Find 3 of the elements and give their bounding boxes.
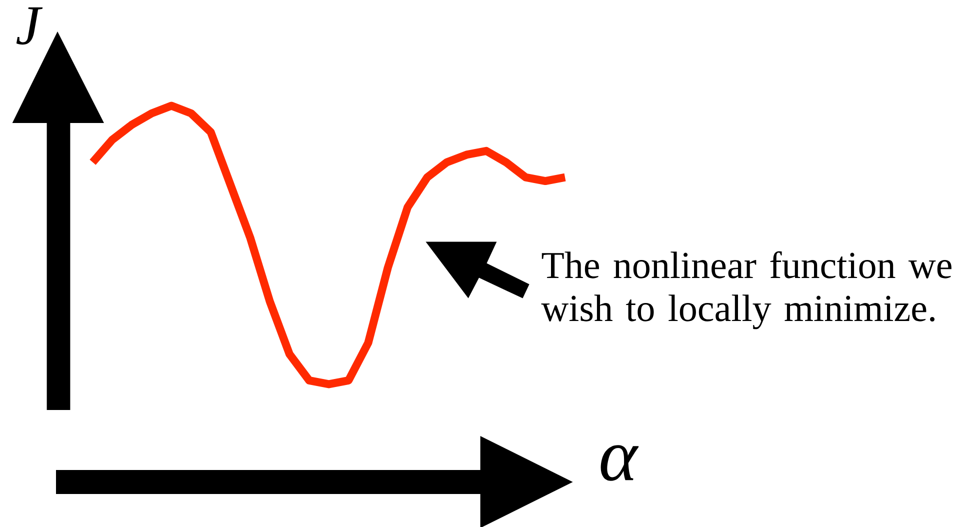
x-axis-title: α	[600, 445, 639, 481]
y-axis-title: J	[16, 7, 43, 45]
annotation: The nonlinear function we wish to locally minimize.	[541, 251, 952, 330]
